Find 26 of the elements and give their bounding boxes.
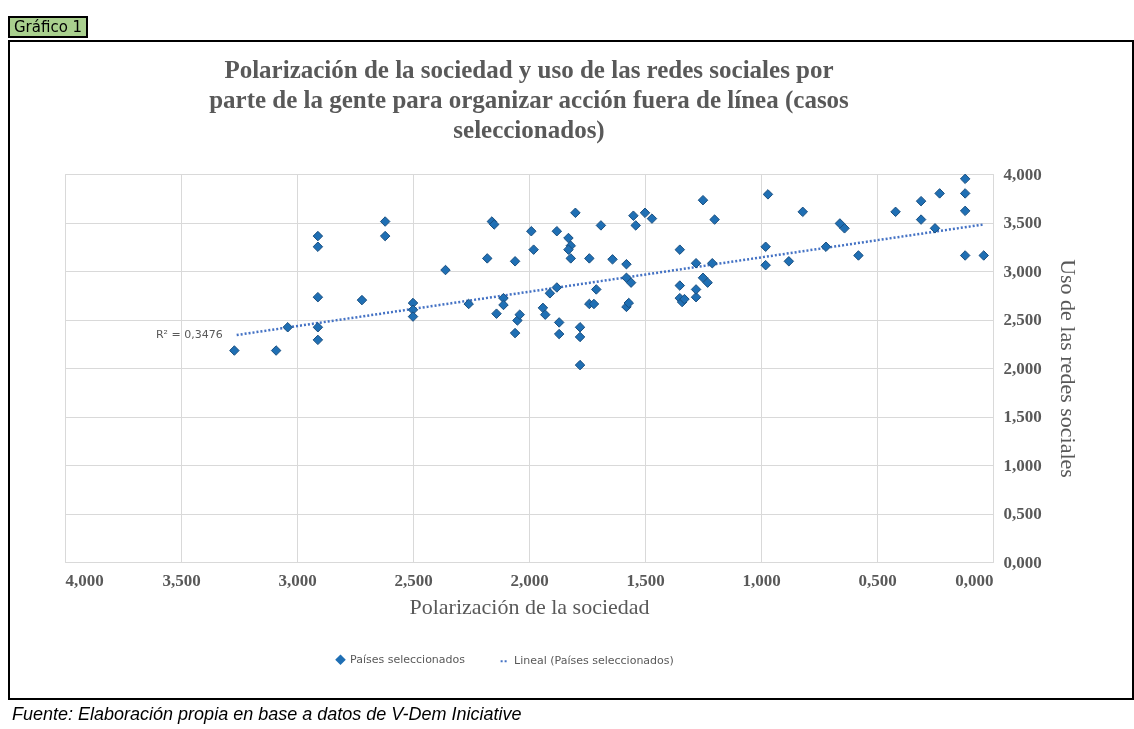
annotation: R² = 0,3476 <box>155 328 223 342</box>
y-tick-label: 2,000 <box>1003 358 1042 378</box>
x-tick-label: 1,000 <box>742 570 781 590</box>
x-tick-label: 2,500 <box>394 570 433 590</box>
x-tick-label: 3,000 <box>278 570 317 590</box>
source-note: Fuente: Elaboración propia en base a datos de V-Dem Iniciative <box>12 704 522 725</box>
x-tick-label: 1,500 <box>626 570 665 590</box>
x-axis-title: Polarización de la sociedad <box>409 593 650 619</box>
x-tick-label: 2,000 <box>510 570 549 590</box>
y-tick-label: 3,500 <box>1003 213 1042 232</box>
x-tick-label: 0,500 <box>858 570 897 590</box>
text: Gráfico 1 <box>8 16 89 38</box>
y-tick-label: 1,000 <box>1003 455 1042 475</box>
x-tick-label: 0,000 <box>955 570 994 590</box>
y-tick-label: 4,000 <box>1003 164 1042 184</box>
legend-label: Países seleccionados <box>350 652 466 666</box>
y-tick-label: 2,500 <box>1003 310 1042 329</box>
x-tick-label: 4,000 <box>65 570 104 590</box>
y-axis-title: Uso de las redes sociales <box>1055 259 1081 478</box>
chart-title: Polarización de la sociedad y uso de las redes sociales por parte de la gente para organizar acción fuera de línea (casos seleccionados) <box>209 56 850 144</box>
y-tick-label: 1,500 <box>1003 407 1042 426</box>
y-tick-label: 0,000 <box>1003 552 1042 572</box>
legend-label: Lineal (Países seleccionados) <box>514 654 674 668</box>
y-tick-label: 3,000 <box>1003 261 1042 281</box>
y-tick-label: 0,500 <box>1003 504 1042 523</box>
x-tick-label: 3,500 <box>162 570 201 590</box>
